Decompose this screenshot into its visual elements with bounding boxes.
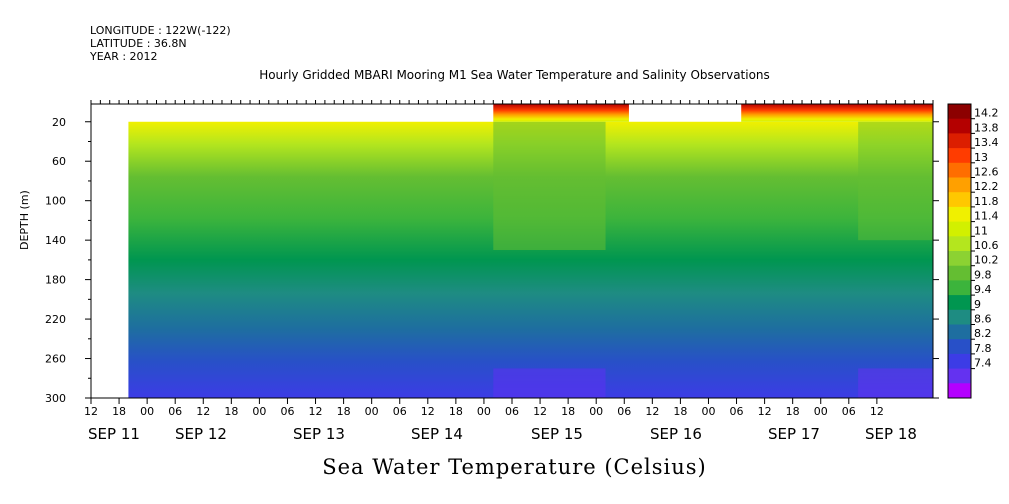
- colorbar: 14.213.8 13.4 13 12.612.2 11.8 11.411 10.6 10.2…: [947, 103, 999, 399]
- x-hour-tick-label: 18: [786, 405, 800, 418]
- x-hour-tick-label: 00: [477, 405, 491, 418]
- colorbar-label: 12.6: [974, 166, 999, 179]
- x-hour-tick-label: 06: [393, 405, 407, 418]
- x-day-label: SEP 17: [768, 425, 820, 443]
- plot-fill: [128, 104, 933, 398]
- colorbar-swatch: [948, 177, 971, 193]
- colorbar-swatch: [948, 295, 971, 311]
- x-hour-tick-label: 12: [645, 405, 659, 418]
- x-hour-tick-label: 12: [870, 405, 884, 418]
- y-tick-label: 100: [45, 195, 66, 208]
- colorbar-label: 13.4: [974, 136, 999, 149]
- x-day-label: SEP 18: [865, 425, 917, 443]
- x-hour-tick-label: 00: [589, 405, 603, 418]
- colorbar-swatch: [948, 104, 971, 120]
- colorbar-swatch: [948, 221, 971, 237]
- colorbar-label: 13: [974, 151, 988, 164]
- surface-layer-1: [493, 104, 629, 122]
- surface-layer-2: [741, 104, 933, 122]
- colorbar-swatch: [948, 265, 971, 281]
- colorbar-swatch: [948, 309, 971, 325]
- colorbar-swatch: [948, 368, 971, 384]
- colorbar-label: 7.4: [974, 357, 992, 370]
- colorbar-label: 7.8: [974, 342, 992, 355]
- year-label: YEAR : 2012: [90, 50, 158, 63]
- colorbar-swatch: [948, 280, 971, 296]
- x-hour-tick-label: 06: [280, 405, 294, 418]
- data-field-cold-bottom-1: [493, 368, 606, 398]
- longitude-label: LONGITUDE : 122W(-122): [90, 24, 231, 37]
- chart-title: Hourly Gridded MBARI Mooring M1 Sea Wate…: [259, 68, 770, 82]
- x-hour-tick-label: 06: [842, 405, 856, 418]
- colorbar-swatch: [948, 383, 971, 399]
- colorbar-swatch: [948, 236, 971, 252]
- colorbar-label: 12.2: [974, 180, 999, 193]
- x-day-label: SEP 12: [175, 425, 227, 443]
- y-tick-label: 220: [45, 313, 66, 326]
- colorbar-label: 11.8: [974, 195, 999, 208]
- x-hour-tick-label: 18: [337, 405, 351, 418]
- colorbar-label: 8.6: [974, 313, 992, 326]
- colorbar-swatch: [948, 324, 971, 340]
- x-hour-tick-label: 18: [224, 405, 238, 418]
- colorbar-label: 11: [974, 224, 988, 237]
- x-hour-tick-label: 00: [140, 405, 154, 418]
- x-day-label: SEP 11: [88, 425, 140, 443]
- colorbar-label: 8.2: [974, 327, 992, 340]
- colorbar-swatch: [948, 162, 971, 178]
- x-hour-tick-label: 00: [701, 405, 715, 418]
- colorbar-label: 9: [974, 298, 981, 311]
- colorbar-label: 9.4: [974, 283, 992, 296]
- x-hour-tick-label: 12: [309, 405, 323, 418]
- x-hour-tick-label: 06: [505, 405, 519, 418]
- x-hour-tick-label: 00: [365, 405, 379, 418]
- data-field-cold-bottom-2: [858, 368, 933, 398]
- colorbar-label: 9.8: [974, 268, 992, 281]
- x-hour-tick-label: 18: [449, 405, 463, 418]
- x-hour-tick-label: 00: [814, 405, 828, 418]
- x-hour-tick-label: 12: [421, 405, 435, 418]
- colorbar-swatch: [948, 192, 971, 208]
- colorbar-swatch: [948, 339, 971, 355]
- x-hour-tick-label: 06: [730, 405, 744, 418]
- colorbar-swatch: [948, 133, 971, 149]
- x-hour-tick-label: 18: [673, 405, 687, 418]
- y-tick-label: 20: [52, 116, 66, 129]
- x-axis-label: Sea Water Temperature (Celsius): [322, 455, 707, 479]
- plot-frame: 12 18 00 06 12 18 00 06 12 18 00 06 12 18 00 06 12 18 00 06…: [45, 100, 939, 443]
- x-day-label: SEP 14: [411, 425, 463, 443]
- y-tick-label: 260: [45, 353, 66, 366]
- x-hour-tick-label: 18: [112, 405, 126, 418]
- y-tick-label: 60: [52, 155, 66, 168]
- x-hour-tick-label: 06: [617, 405, 631, 418]
- colorbar-label: 10.2: [974, 254, 999, 267]
- colorbar-label: 14.2: [974, 107, 999, 120]
- x-hour-tick-label: 12: [196, 405, 210, 418]
- colorbar-label: 13.8: [974, 121, 999, 134]
- y-tick-label: 300: [45, 392, 66, 405]
- y-tick-label: 140: [45, 234, 66, 247]
- data-field-warm-plume-1: [493, 121, 606, 251]
- colorbar-swatch: [948, 118, 971, 134]
- colorbar-label: 10.6: [974, 239, 999, 252]
- x-hour-tick-label: 12: [84, 405, 98, 418]
- x-day-label: SEP 13: [293, 425, 345, 443]
- x-hour-tick-label: 12: [533, 405, 547, 418]
- colorbar-swatch: [948, 206, 971, 223]
- x-hour-tick-label: 00: [252, 405, 266, 418]
- x-day-label: SEP 16: [650, 425, 702, 443]
- y-tick-label: 180: [45, 274, 66, 287]
- x-hour-tick-label: 18: [561, 405, 575, 418]
- latitude-label: LATITUDE : 36.8N: [90, 37, 187, 50]
- x-day-label: SEP 15: [531, 425, 583, 443]
- data-field-warm-plume-2: [858, 121, 933, 241]
- colorbar-label: 11.4: [974, 210, 999, 223]
- colorbar-swatch: [948, 148, 971, 164]
- colorbar-swatch: [948, 353, 971, 370]
- colorbar-swatch: [948, 251, 971, 267]
- x-hour-tick-label: 12: [758, 405, 772, 418]
- x-hour-tick-label: 06: [168, 405, 182, 418]
